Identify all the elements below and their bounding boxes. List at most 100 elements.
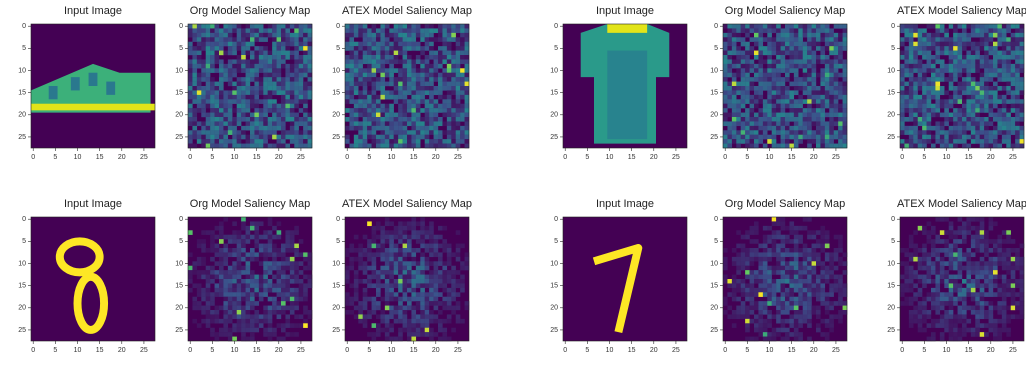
heatmap-cell	[975, 230, 980, 235]
heatmap-cell	[219, 266, 224, 271]
heatmap-cell	[192, 266, 197, 271]
heatmap-cell	[958, 51, 963, 56]
heatmap-cell	[398, 257, 403, 262]
heatmap-cell	[210, 139, 215, 144]
heatmap-cell	[268, 130, 273, 135]
heatmap-cell	[254, 257, 259, 262]
heatmap-cell	[201, 126, 206, 131]
heatmap-cell	[931, 95, 936, 100]
heatmap-cell	[385, 328, 390, 333]
heatmap-cell	[228, 130, 233, 135]
heatmap-cell	[772, 117, 777, 122]
heatmap-cell	[758, 28, 763, 33]
heatmap-cell	[429, 332, 434, 337]
heatmap-cell	[290, 99, 295, 104]
heatmap-cell	[206, 55, 211, 60]
heatmap-cell	[949, 275, 954, 280]
heatmap-cell	[228, 99, 233, 104]
heatmap-cell	[460, 24, 465, 29]
heatmap-cell	[962, 108, 967, 113]
heatmap-cell	[971, 113, 976, 118]
heatmap-cell	[425, 86, 430, 91]
y-tick-label: 5	[179, 45, 183, 52]
heatmap-cell	[825, 230, 830, 235]
heatmap-cell	[927, 126, 932, 131]
heatmap-cell	[277, 104, 282, 109]
heatmap-cell	[442, 59, 447, 64]
heatmap-cell	[228, 113, 233, 118]
heatmap-cell	[425, 117, 430, 122]
heatmap-cell	[425, 139, 430, 144]
heatmap-cell	[789, 279, 794, 284]
heatmap-cell	[931, 86, 936, 91]
heatmap-cell	[913, 252, 918, 257]
heatmap-cell	[993, 244, 998, 249]
heatmap-cell	[997, 126, 1002, 131]
heatmap-cell	[1015, 135, 1020, 140]
heatmap-cell	[736, 266, 741, 271]
heatmap-cell	[944, 239, 949, 244]
heatmap-cell	[254, 108, 259, 113]
heatmap-cell	[834, 121, 839, 126]
heatmap-cell	[308, 51, 313, 56]
heatmap-cell	[834, 279, 839, 284]
heatmap-cell	[294, 37, 299, 42]
heatmap-cell	[763, 37, 768, 42]
heatmap-cell	[308, 77, 313, 82]
heatmap-cell	[807, 90, 812, 95]
heatmap-cell	[772, 42, 777, 47]
heatmap-cell	[398, 288, 403, 293]
heatmap-cell	[794, 266, 799, 271]
heatmap-cell	[843, 73, 848, 78]
heatmap-cell	[367, 108, 372, 113]
heatmap-cell	[772, 301, 777, 306]
heatmap-cell	[425, 257, 430, 262]
heatmap-cell	[438, 261, 443, 266]
heatmap-cell	[308, 283, 313, 288]
heatmap-cell	[993, 135, 998, 140]
heatmap-cell	[807, 37, 812, 42]
heatmap-cell	[272, 121, 277, 126]
heatmap-cell	[909, 235, 914, 240]
heatmap-cell	[263, 99, 268, 104]
heatmap-cell	[277, 275, 282, 280]
heatmap-cell	[918, 121, 923, 126]
heatmap-cell	[398, 261, 403, 266]
heatmap-cell	[285, 77, 290, 82]
heatmap-cell	[246, 292, 251, 297]
heatmap-cell	[834, 46, 839, 51]
heatmap-cell	[197, 135, 202, 140]
heatmap-cell	[354, 108, 359, 113]
heatmap-cell	[376, 28, 381, 33]
heatmap-cell	[829, 328, 834, 333]
heatmap-cell	[206, 248, 211, 253]
heatmap-cell	[219, 239, 224, 244]
x-tick-label: 10	[231, 347, 239, 354]
heatmap-cell	[434, 73, 439, 78]
heatmap-cell	[434, 130, 439, 135]
heatmap-cell	[403, 46, 408, 51]
heatmap-cell	[820, 266, 825, 271]
heatmap-cell	[971, 64, 976, 69]
heatmap-cell	[363, 82, 368, 87]
heatmap-cell	[980, 275, 985, 280]
heatmap-cell	[272, 28, 277, 33]
heatmap-cell	[927, 235, 932, 240]
heatmap-cell	[241, 252, 246, 257]
heatmap-cell	[984, 279, 989, 284]
heatmap-cell	[442, 337, 447, 342]
heatmap-cell	[794, 55, 799, 60]
heatmap-cell	[281, 279, 286, 284]
heatmap-cell	[237, 104, 242, 109]
heatmap-cell	[206, 135, 211, 140]
heatmap-cell	[816, 306, 821, 311]
heatmap-cell	[425, 266, 430, 271]
heatmap-cell	[989, 68, 994, 73]
heatmap-cell	[403, 24, 408, 29]
heatmap-cell	[741, 252, 746, 257]
heatmap-cell	[789, 42, 794, 47]
heatmap-cell	[380, 314, 385, 319]
image-shape	[607, 24, 647, 33]
heatmap-cell	[838, 279, 843, 284]
heatmap-cell	[372, 59, 377, 64]
